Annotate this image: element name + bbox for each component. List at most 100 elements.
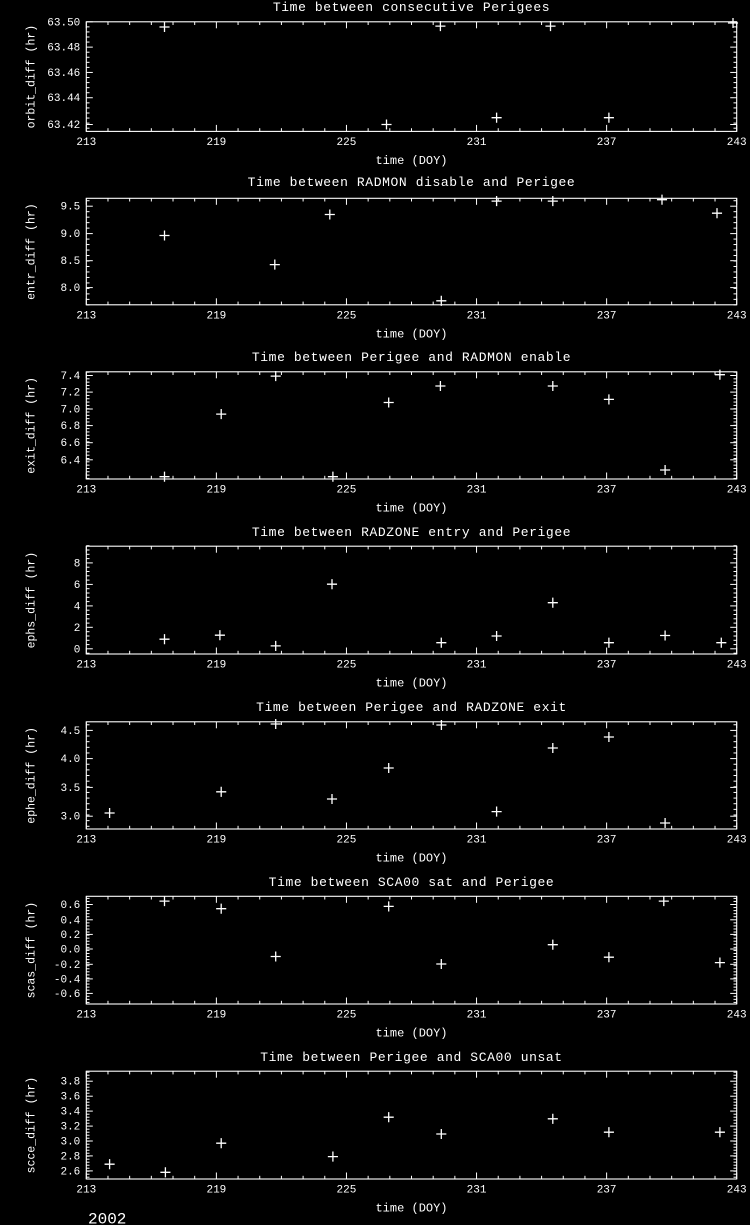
svg-text:243: 243 — [727, 485, 747, 497]
svg-text:-0.6: -0.6 — [54, 989, 80, 1001]
svg-text:231: 231 — [467, 835, 487, 847]
svg-text:0.0: 0.0 — [60, 945, 80, 957]
svg-text:2: 2 — [74, 623, 81, 635]
svg-text:219: 219 — [206, 1010, 226, 1022]
svg-text:scce_diff (hr): scce_diff (hr) — [26, 1077, 39, 1174]
svg-text:243: 243 — [727, 660, 747, 672]
svg-text:scas_diff (hr): scas_diff (hr) — [26, 902, 39, 999]
svg-text:213: 213 — [76, 1010, 96, 1022]
svg-text:213: 213 — [76, 835, 96, 847]
svg-text:6.6: 6.6 — [60, 438, 80, 450]
svg-text:time (DOY): time (DOY) — [375, 1202, 447, 1216]
svg-text:3.4: 3.4 — [60, 1107, 80, 1119]
svg-text:231: 231 — [467, 485, 487, 497]
svg-text:8: 8 — [74, 558, 81, 570]
svg-text:213: 213 — [76, 660, 96, 672]
svg-text:219: 219 — [206, 660, 226, 672]
svg-text:63.44: 63.44 — [47, 93, 80, 105]
svg-text:237: 237 — [597, 660, 617, 672]
svg-text:7.4: 7.4 — [60, 371, 80, 383]
svg-text:231: 231 — [467, 310, 487, 322]
svg-text:231: 231 — [467, 1010, 487, 1022]
svg-text:8.5: 8.5 — [60, 256, 80, 268]
svg-text:6: 6 — [74, 580, 81, 592]
svg-text:237: 237 — [597, 310, 617, 322]
svg-text:9.5: 9.5 — [60, 202, 80, 214]
svg-text:225: 225 — [337, 1010, 357, 1022]
svg-text:243: 243 — [727, 310, 747, 322]
svg-text:213: 213 — [76, 1185, 96, 1197]
svg-text:7.2: 7.2 — [60, 388, 80, 400]
svg-text:time (DOY): time (DOY) — [375, 154, 447, 168]
svg-text:225: 225 — [337, 1185, 357, 1197]
svg-text:Time between RADMON disable an: Time between RADMON disable and Perigee — [248, 175, 576, 190]
svg-text:243: 243 — [727, 1185, 747, 1197]
svg-text:0: 0 — [74, 644, 81, 656]
svg-text:63.50: 63.50 — [47, 17, 80, 29]
svg-text:4.0: 4.0 — [60, 754, 80, 766]
svg-text:exit_diff (hr): exit_diff (hr) — [26, 377, 39, 474]
svg-text:4: 4 — [74, 601, 81, 613]
svg-text:9.0: 9.0 — [60, 229, 80, 241]
svg-text:243: 243 — [727, 1010, 747, 1022]
svg-text:4.5: 4.5 — [60, 726, 80, 738]
svg-text:6.8: 6.8 — [60, 421, 80, 433]
svg-text:Time between SCA00 sat and Per: Time between SCA00 sat and Perigee — [269, 875, 555, 890]
svg-text:2.8: 2.8 — [60, 1151, 80, 1163]
svg-text:219: 219 — [206, 835, 226, 847]
svg-text:3.8: 3.8 — [60, 1077, 80, 1089]
svg-text:243: 243 — [727, 137, 747, 149]
svg-text:time (DOY): time (DOY) — [375, 852, 447, 866]
svg-text:3.0: 3.0 — [60, 1137, 80, 1149]
svg-text:8.0: 8.0 — [60, 283, 80, 295]
svg-text:213: 213 — [76, 485, 96, 497]
svg-text:-0.2: -0.2 — [54, 960, 80, 972]
svg-text:3.2: 3.2 — [60, 1122, 80, 1134]
svg-text:219: 219 — [206, 310, 226, 322]
svg-text:219: 219 — [206, 1185, 226, 1197]
svg-text:orbit_diff (hr): orbit_diff (hr) — [26, 25, 39, 129]
svg-text:0.6: 0.6 — [60, 900, 80, 912]
svg-text:Time between consecutive Perig: Time between consecutive Perigees — [273, 0, 550, 15]
svg-text:3.6: 3.6 — [60, 1092, 80, 1104]
svg-text:237: 237 — [597, 1185, 617, 1197]
svg-text:0.2: 0.2 — [60, 930, 80, 942]
svg-text:time (DOY): time (DOY) — [375, 1027, 447, 1041]
svg-text:0.4: 0.4 — [60, 915, 80, 927]
svg-text:ephe_diff (hr): ephe_diff (hr) — [26, 727, 39, 824]
svg-text:ephs_diff (hr): ephs_diff (hr) — [26, 552, 39, 649]
svg-text:time (DOY): time (DOY) — [375, 327, 447, 341]
svg-text:225: 225 — [337, 660, 357, 672]
svg-text:237: 237 — [597, 485, 617, 497]
svg-text:225: 225 — [337, 485, 357, 497]
svg-text:time (DOY): time (DOY) — [375, 502, 447, 516]
svg-text:7.0: 7.0 — [60, 405, 80, 417]
svg-text:237: 237 — [597, 1010, 617, 1022]
svg-text:231: 231 — [467, 137, 487, 149]
svg-text:3.5: 3.5 — [60, 783, 80, 795]
svg-text:Time between RADZONE entry and: Time between RADZONE entry and Perigee — [252, 525, 571, 540]
svg-text:219: 219 — [206, 485, 226, 497]
svg-text:-0.4: -0.4 — [54, 974, 81, 986]
svg-text:213: 213 — [76, 137, 96, 149]
svg-text:231: 231 — [467, 1185, 487, 1197]
svg-text:entr_diff (hr): entr_diff (hr) — [26, 203, 39, 300]
svg-text:3.0: 3.0 — [60, 812, 80, 824]
svg-text:219: 219 — [206, 137, 226, 149]
svg-text:6.4: 6.4 — [60, 455, 80, 467]
svg-text:Time between Perigee and RADMO: Time between Perigee and RADMON enable — [252, 350, 571, 365]
svg-text:243: 243 — [727, 835, 747, 847]
svg-text:63.46: 63.46 — [47, 68, 80, 80]
svg-text:time (DOY): time (DOY) — [375, 677, 447, 691]
svg-text:237: 237 — [597, 137, 617, 149]
svg-text:231: 231 — [467, 660, 487, 672]
svg-text:2.6: 2.6 — [60, 1166, 80, 1178]
svg-text:63.42: 63.42 — [47, 120, 80, 132]
svg-text:225: 225 — [337, 137, 357, 149]
svg-text:213: 213 — [76, 310, 96, 322]
svg-text:225: 225 — [337, 310, 357, 322]
svg-text:2002: 2002 — [88, 1211, 126, 1225]
svg-text:Time between Perigee and SCA00: Time between Perigee and SCA00 unsat — [260, 1050, 562, 1065]
svg-text:225: 225 — [337, 835, 357, 847]
svg-text:Time between Perigee and RADZO: Time between Perigee and RADZONE exit — [256, 700, 567, 715]
